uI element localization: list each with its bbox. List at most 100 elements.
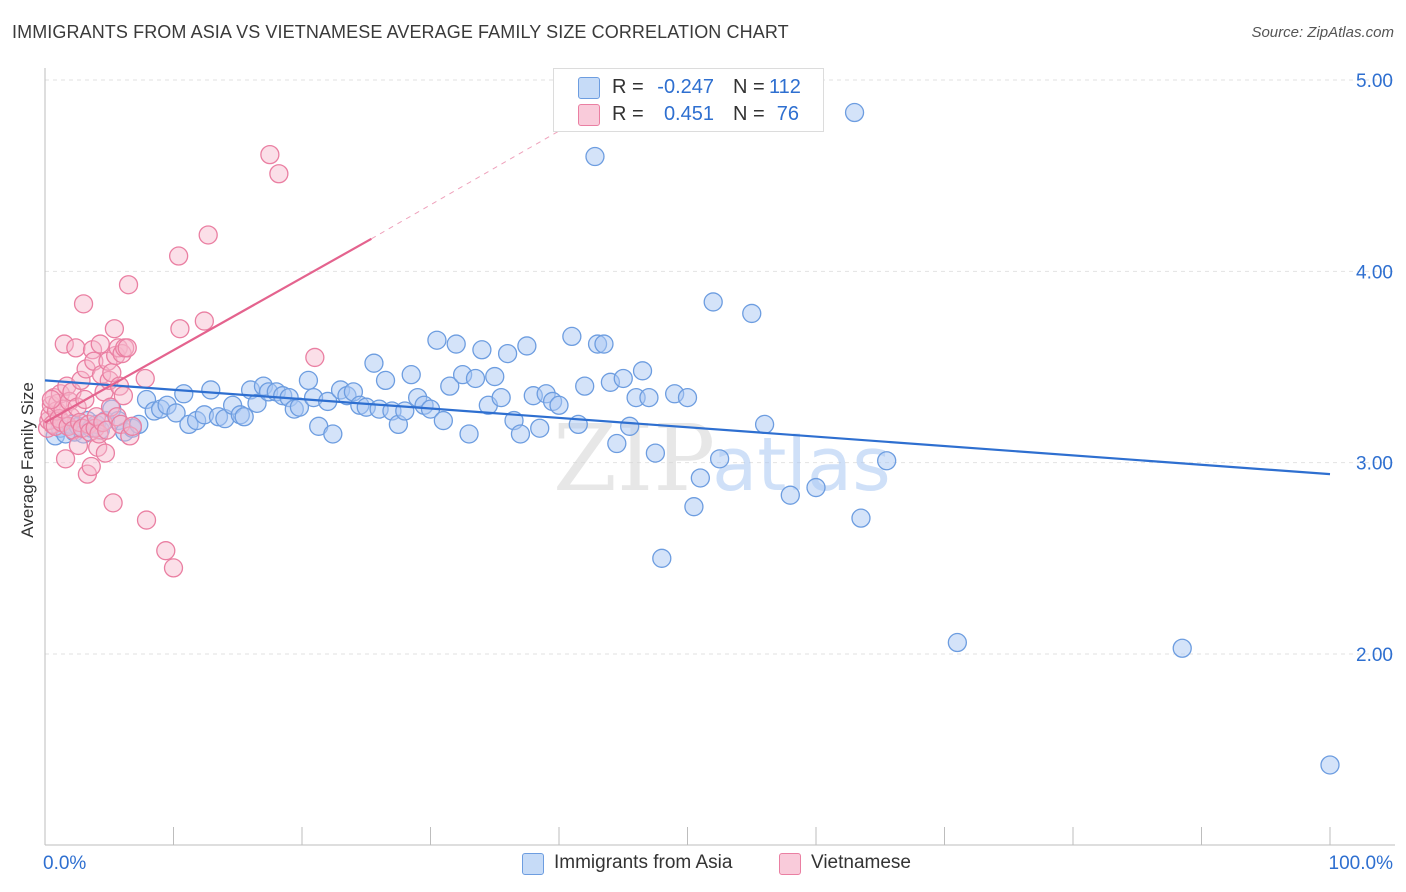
data-point-vietnamese	[136, 510, 157, 530]
x-tick-label: 100.0%	[1329, 853, 1394, 874]
trend-line-asia	[44, 379, 1331, 476]
data-point-asia	[510, 424, 531, 444]
data-point-asia	[247, 393, 267, 414]
data-point-asia	[575, 376, 595, 396]
legend-r-label: R =	[612, 103, 644, 125]
legend-n-value: 112	[769, 76, 801, 98]
data-point-asia	[742, 303, 762, 324]
y-tick-label: 2.00	[1356, 645, 1393, 666]
data-point-asia	[632, 361, 653, 381]
data-point-asia	[851, 508, 871, 528]
data-point-asia	[375, 370, 396, 391]
data-point-asia	[491, 387, 511, 408]
series-immigrants-from-asia	[45, 102, 1340, 775]
legend-swatch-pink-icon	[578, 104, 600, 126]
source-label: Source: ZipAtlas.com	[1251, 24, 1394, 41]
data-point-asia	[1320, 755, 1340, 775]
data-point-asia	[645, 443, 666, 463]
legend-label: Immigrants from Asia	[554, 852, 733, 873]
y-axis-title: Average Family Size	[18, 382, 37, 538]
data-point-asia	[201, 380, 221, 400]
trend-line-vietnamese-extension	[371, 112, 592, 240]
legend-r-value: -0.247	[657, 76, 714, 98]
legend-r-label: R =	[612, 76, 644, 98]
data-point-vietnamese	[71, 370, 91, 391]
legend-row-vietnamese: R = 0.451 N = 76	[554, 101, 823, 127]
data-point-asia	[562, 326, 582, 347]
data-point-asia	[585, 146, 605, 167]
trend-line-vietnamese	[44, 237, 372, 424]
data-point-asia	[639, 387, 659, 408]
data-point-asia	[485, 366, 505, 387]
data-point-asia	[1172, 638, 1192, 658]
grid-lines	[45, 79, 1395, 655]
data-point-asia	[690, 468, 710, 488]
legend-swatch-blue-icon	[578, 77, 600, 99]
data-point-vietnamese	[104, 319, 125, 339]
legend-r-value: 0.451	[663, 103, 714, 125]
data-point-vietnamese	[122, 416, 143, 436]
data-point-vietnamese	[113, 386, 134, 406]
data-point-vietnamese	[103, 493, 123, 513]
legend-row-asia: R = -0.247 N = 112	[554, 74, 823, 100]
data-point-asia	[684, 497, 704, 517]
data-point-vietnamese	[163, 558, 184, 578]
data-point-asia	[517, 336, 537, 356]
data-point-asia	[594, 334, 614, 354]
data-point-asia	[844, 102, 865, 123]
data-point-vietnamese	[117, 338, 137, 358]
data-point-asia	[703, 292, 723, 312]
axes	[44, 68, 1395, 846]
data-point-asia	[427, 330, 447, 350]
legend-n-value: 76	[776, 103, 799, 125]
data-point-asia	[395, 401, 415, 421]
legend-n-label: N =	[733, 76, 765, 98]
data-point-vietnamese	[156, 541, 176, 561]
data-point-asia	[433, 410, 454, 431]
data-point-asia	[446, 334, 466, 354]
data-point-asia	[607, 433, 627, 454]
chart-title: IMMIGRANTS FROM ASIA VS VIETNAMESE AVERA…	[12, 22, 789, 42]
data-point-asia	[497, 343, 518, 364]
data-point-vietnamese	[168, 246, 189, 266]
legend-swatch-blue-icon	[522, 853, 544, 875]
data-point-asia	[174, 384, 194, 404]
data-point-asia	[465, 368, 486, 389]
data-point-asia	[549, 395, 569, 415]
data-point-vietnamese	[97, 420, 117, 440]
data-point-vietnamese	[54, 334, 74, 354]
legend-label: Vietnamese	[811, 852, 911, 873]
data-point-asia	[806, 477, 826, 498]
data-point-asia	[947, 632, 967, 653]
y-tick-label: 5.00	[1356, 71, 1393, 92]
data-point-asia	[652, 548, 672, 568]
data-point-vietnamese	[41, 389, 62, 410]
data-point-vietnamese	[194, 311, 214, 331]
data-point-asia	[677, 387, 698, 408]
data-point-vietnamese	[269, 164, 289, 184]
correlation-legend: R = -0.247 N = 112 R = 0.451 N = 76	[553, 68, 824, 132]
data-point-asia	[613, 368, 633, 389]
data-point-vietnamese	[135, 368, 155, 389]
data-point-vietnamese	[81, 456, 101, 477]
data-point-asia	[166, 403, 186, 423]
data-point-vietnamese	[260, 144, 280, 165]
data-point-asia	[780, 485, 800, 505]
data-point-vietnamese	[170, 319, 190, 339]
tick-labels: 2.00 3.00 4.00 5.00 0.0% 100.0%	[43, 71, 1393, 874]
data-point-asia	[530, 418, 550, 438]
data-point-asia	[754, 414, 775, 435]
data-point-vietnamese	[305, 347, 325, 368]
data-point-vietnamese	[118, 275, 139, 295]
y-tick-label: 4.00	[1356, 262, 1393, 283]
data-point-asia	[709, 449, 730, 469]
data-point-asia	[440, 376, 460, 396]
data-point-vietnamese	[73, 294, 94, 314]
series-vietnamese	[37, 144, 325, 578]
data-point-vietnamese	[198, 225, 218, 245]
data-point-asia	[401, 365, 421, 385]
legend-swatch-pink-icon	[779, 853, 801, 875]
legend-n-label: N =	[733, 103, 765, 125]
trend-lines	[44, 112, 1331, 476]
